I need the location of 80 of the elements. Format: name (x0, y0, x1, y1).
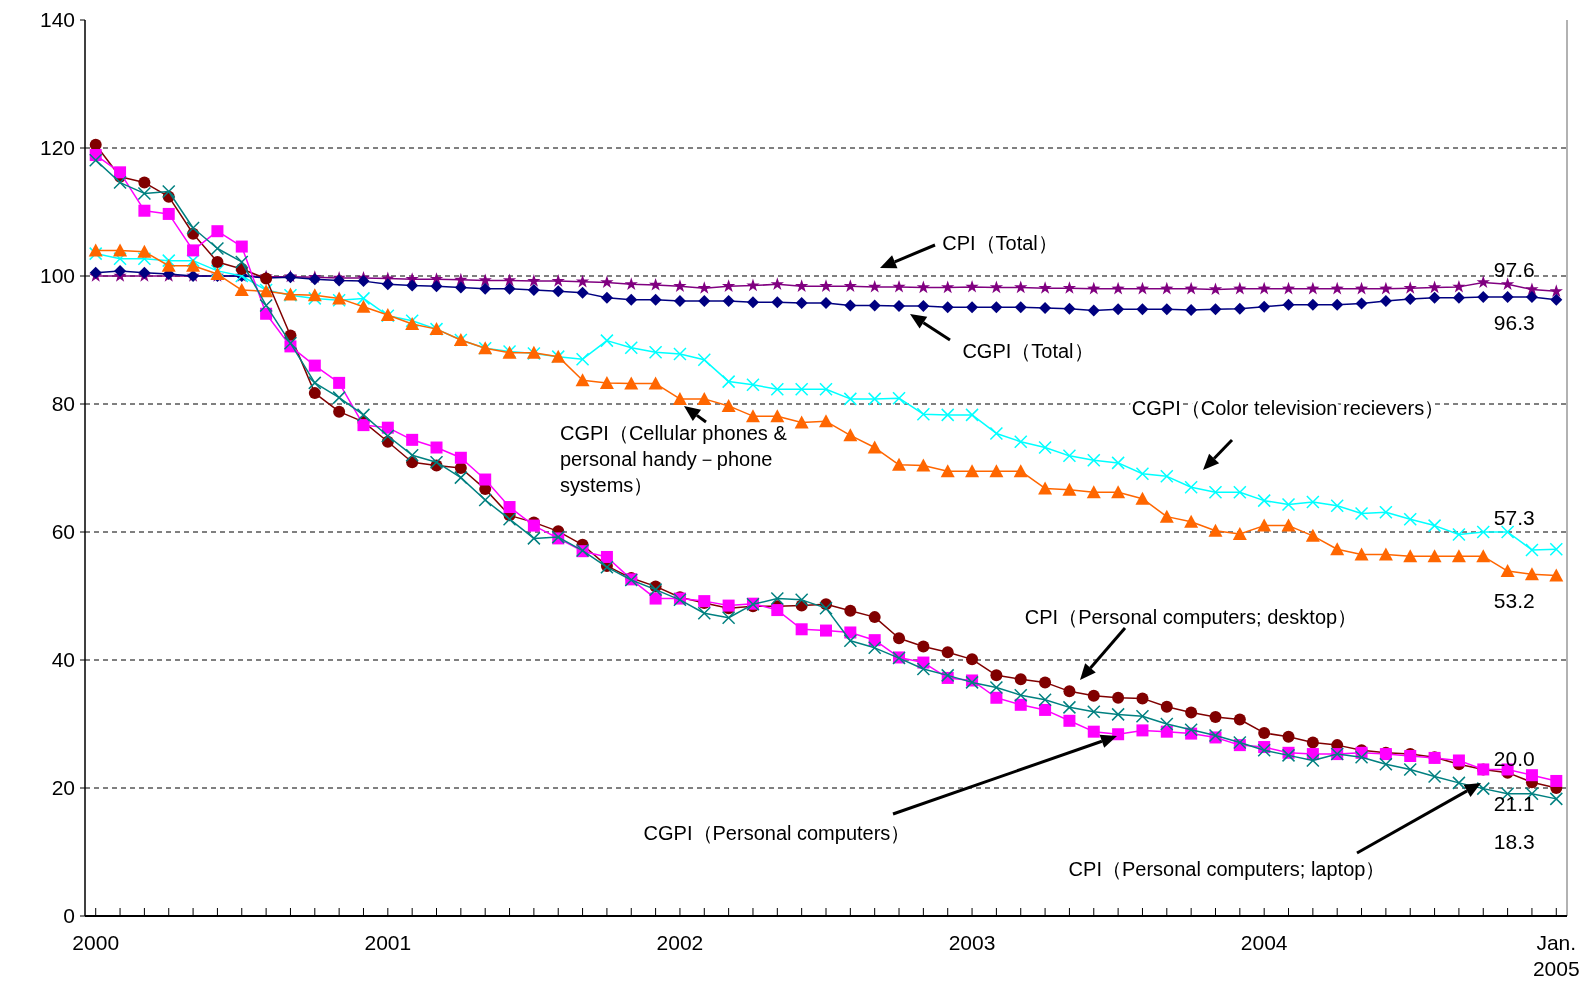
series-label: CPI（Total） (942, 232, 1058, 254)
point (1379, 294, 1392, 307)
point (1063, 302, 1076, 315)
point (1136, 303, 1149, 316)
point (1282, 298, 1295, 311)
point (795, 296, 808, 309)
data-label: 57.3 (1493, 506, 1535, 530)
data-label: 96.3 (1493, 310, 1535, 334)
point (746, 296, 759, 309)
point (868, 299, 881, 312)
series-label: CGPI（Cellular phones & personal handy－phone systems） (560, 422, 788, 496)
y-tick-label: 20 (51, 776, 75, 799)
point (381, 278, 394, 291)
point (357, 275, 370, 288)
point (1501, 291, 1514, 304)
point (114, 264, 127, 277)
data-label: 97.6 (1493, 258, 1535, 282)
point (576, 286, 589, 299)
x-tick-label: 2001 (364, 931, 412, 954)
x-tick-label: 2003 (948, 931, 996, 954)
x-tick-label: 2002 (656, 931, 704, 954)
y-tick-label: 120 (39, 136, 75, 159)
y-tick-label: 80 (51, 392, 75, 415)
y-tick-label: 0 (63, 904, 75, 927)
data-label: 21.1 (1493, 791, 1535, 815)
point (1258, 300, 1271, 313)
point (722, 294, 735, 307)
x-tick-label: 2004 (1240, 931, 1288, 954)
series-label: CGPI（Color television recievers） (1131, 397, 1445, 419)
point (771, 296, 784, 309)
point (1160, 303, 1173, 316)
text: CPI（Personal computers; laptop） (1068, 858, 1386, 880)
point (406, 279, 419, 292)
point (1233, 302, 1246, 315)
text: CGPI（Personal computers） (643, 822, 911, 844)
point (673, 294, 686, 307)
point (1550, 293, 1563, 306)
point (1112, 303, 1125, 316)
point (430, 280, 443, 293)
point (893, 300, 906, 313)
point (527, 284, 540, 297)
point (1014, 301, 1027, 314)
point (941, 301, 954, 314)
point (333, 274, 346, 287)
point (1477, 291, 1490, 304)
y-tick-label: 60 (51, 520, 75, 543)
data-label: 20.0 (1493, 747, 1535, 770)
point (1185, 303, 1198, 316)
x-tick-label: 2000 (72, 931, 120, 954)
point (698, 294, 711, 307)
y-tick-label: 140 (39, 8, 75, 31)
point (1404, 293, 1417, 306)
point (1355, 297, 1368, 310)
series-label: CGPI（Total） (962, 340, 1094, 362)
point (1525, 291, 1538, 304)
point (600, 291, 613, 304)
point (820, 296, 832, 309)
point (1428, 291, 1441, 304)
point (966, 301, 979, 314)
y-tick-label: 40 (51, 648, 75, 671)
point (1209, 303, 1222, 316)
x-tick-label: Jan. 2005 (1532, 931, 1580, 980)
point (1331, 298, 1344, 311)
text: CPI（Personal computers; desktop） (1024, 606, 1358, 628)
point (1452, 291, 1465, 304)
point (454, 281, 467, 294)
point (479, 282, 492, 295)
point (917, 300, 930, 313)
point (649, 293, 662, 306)
point (625, 293, 638, 306)
point (1087, 304, 1100, 317)
point (1306, 298, 1319, 311)
point (552, 285, 565, 298)
data-label: 18.3 (1493, 829, 1535, 853)
data-label: 53.2 (1493, 588, 1535, 612)
y-tick-label: 100 (39, 264, 75, 287)
point (990, 301, 1003, 314)
point (503, 282, 516, 295)
point (844, 299, 857, 312)
point (1039, 302, 1052, 314)
